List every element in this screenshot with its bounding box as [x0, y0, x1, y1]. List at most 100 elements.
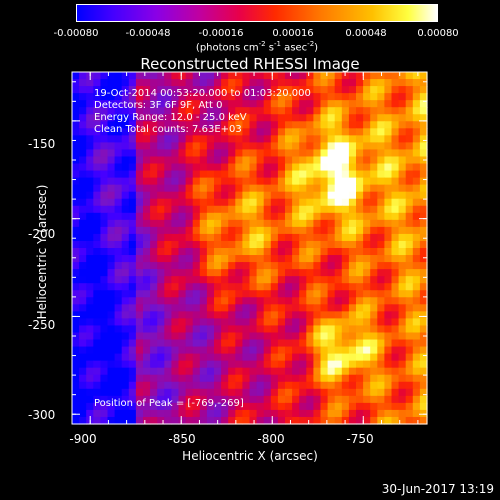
heatmap-cell	[356, 191, 364, 200]
heatmap-cell	[178, 360, 187, 369]
heatmap-cell	[412, 262, 421, 270]
heatmap-cell	[249, 339, 258, 348]
heatmap-cell	[199, 135, 208, 143]
heatmap-cell	[405, 121, 414, 129]
heatmap-cell	[419, 107, 428, 115]
heatmap-cell	[72, 177, 80, 186]
heatmap-cell	[348, 177, 357, 186]
heatmap-cell	[327, 311, 336, 319]
heatmap-cell	[143, 86, 151, 94]
heatmap-cell	[206, 297, 215, 305]
heatmap-cell	[270, 297, 279, 305]
heatmap-cell	[235, 332, 243, 341]
heatmap-cell	[263, 142, 272, 151]
heatmap-cell	[143, 409, 151, 418]
heatmap-cell	[164, 332, 172, 341]
heatmap-cell	[164, 149, 172, 158]
heatmap-cell	[86, 93, 94, 101]
heatmap-cell	[135, 332, 144, 341]
heatmap-cell	[164, 248, 172, 256]
heatmap-cell	[249, 156, 258, 165]
heatmap-cell	[79, 304, 87, 312]
heatmap-cell	[242, 416, 251, 425]
heatmap-cell	[178, 339, 187, 348]
heatmap-cell	[114, 269, 123, 277]
heatmap-cell	[157, 304, 165, 312]
heatmap-cell	[256, 276, 265, 284]
heatmap-cell	[348, 269, 357, 277]
heatmap-cell	[256, 416, 265, 425]
heatmap-cell	[370, 93, 378, 101]
heatmap-cell	[206, 93, 215, 101]
heatmap-cell	[199, 332, 208, 341]
heatmap-cell	[356, 100, 364, 108]
heatmap-cell	[405, 219, 414, 228]
heatmap-cell	[72, 128, 80, 136]
heatmap-cell	[263, 177, 272, 186]
heatmap-cell	[114, 360, 123, 369]
heatmap-cell	[242, 262, 251, 270]
heatmap-cell	[405, 381, 414, 390]
heatmap-cell	[306, 269, 314, 277]
heatmap-cell	[107, 416, 116, 425]
heatmap-cell	[128, 198, 137, 207]
heatmap-cell	[93, 318, 101, 327]
heatmap-cell	[292, 318, 300, 327]
heatmap-cell	[206, 416, 215, 425]
heatmap-cell	[412, 416, 421, 425]
heatmap-cell	[348, 367, 357, 376]
heatmap-cell	[419, 128, 428, 136]
heatmap-cell	[299, 72, 307, 80]
heatmap-cell	[214, 86, 222, 94]
heatmap-cell	[86, 212, 94, 221]
heatmap-cell	[405, 149, 414, 158]
x-axis-label: Heliocentric X (arcsec)	[182, 449, 318, 463]
heatmap-cell	[178, 156, 187, 165]
heatmap-cell	[242, 248, 251, 256]
heatmap-cell	[114, 339, 123, 348]
heatmap-cell	[412, 121, 421, 129]
heatmap-cell	[285, 276, 293, 284]
heatmap-cell	[157, 233, 165, 242]
heatmap-cell	[228, 304, 236, 312]
heatmap-cell	[150, 219, 158, 228]
heatmap-cell	[377, 170, 385, 179]
heatmap-cell	[334, 297, 343, 305]
heatmap-cell	[192, 332, 201, 341]
heatmap-cell	[72, 226, 80, 235]
heatmap-cell	[299, 198, 307, 207]
heatmap-cell	[384, 388, 393, 397]
heatmap-cell	[79, 381, 87, 390]
heatmap-cell	[377, 395, 385, 404]
heatmap-cell	[185, 156, 194, 165]
heatmap-cell	[363, 198, 371, 207]
heatmap-cell	[356, 86, 364, 94]
heatmap-cell	[171, 388, 180, 397]
heatmap-cell	[206, 135, 215, 143]
heatmap-cell	[363, 170, 371, 179]
heatmap-cell	[242, 255, 251, 263]
heatmap-cell	[235, 86, 243, 94]
heatmap-cell	[199, 149, 208, 158]
heatmap-cell	[384, 311, 393, 319]
heatmap-cell	[405, 72, 414, 80]
heatmap-cell	[341, 240, 350, 249]
heatmap-cell	[228, 255, 236, 263]
heatmap-cell	[306, 416, 314, 425]
heatmap-cell	[320, 339, 329, 348]
heatmap-cell	[313, 367, 322, 376]
heatmap-cell	[128, 248, 137, 256]
heatmap-cell	[185, 142, 194, 151]
heatmap-cell	[348, 205, 357, 214]
heatmap-cell	[192, 100, 201, 108]
heatmap-cell	[114, 297, 123, 305]
heatmap-cell	[185, 416, 194, 425]
heatmap-cell	[242, 353, 251, 362]
heatmap-cell	[185, 367, 194, 376]
heatmap-cell	[299, 226, 307, 235]
heatmap-cell	[391, 198, 400, 207]
heatmap-cell	[277, 149, 286, 158]
heatmap-cell	[377, 346, 385, 355]
heatmap-cell	[164, 276, 172, 284]
heatmap-cell	[277, 142, 286, 151]
